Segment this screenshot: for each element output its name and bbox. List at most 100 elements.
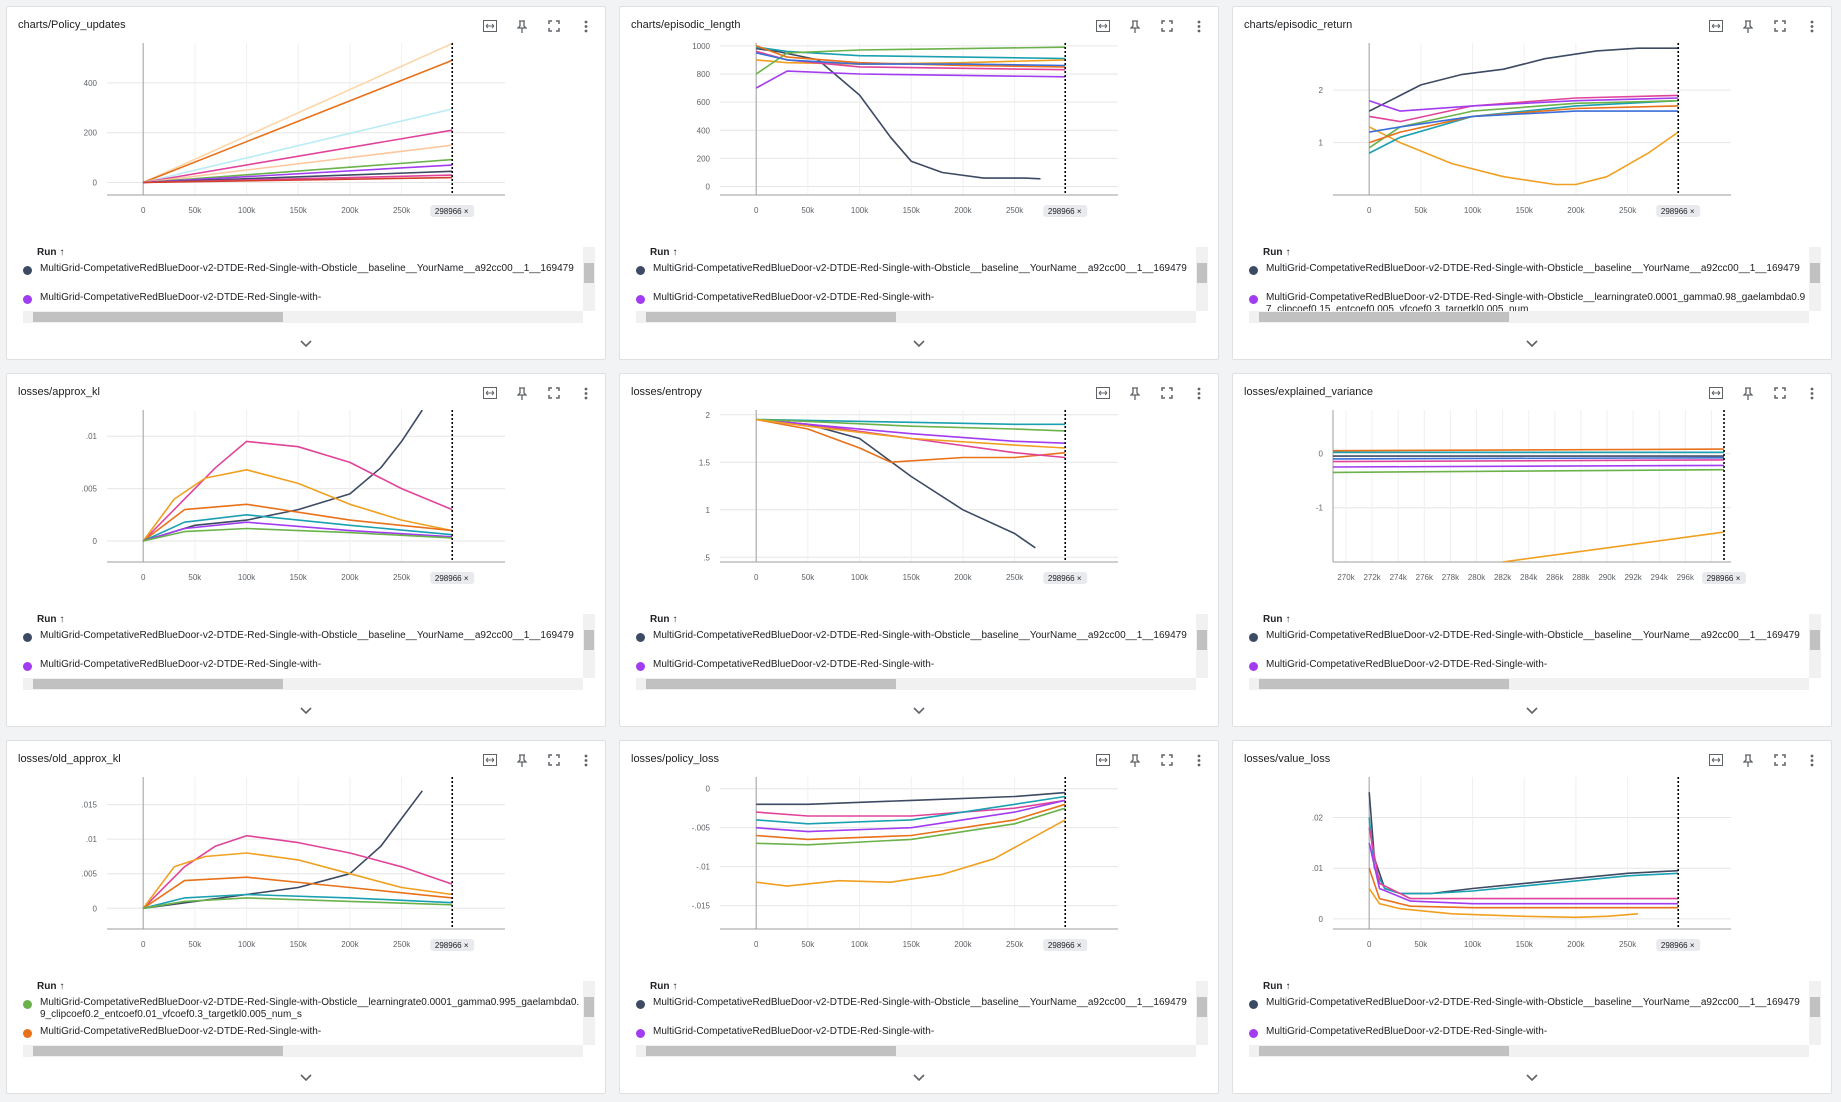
series-line[interactable]	[1368, 792, 1679, 895]
close-icon[interactable]: ×	[1077, 574, 1082, 583]
sort-up-icon[interactable]: ↑	[59, 981, 65, 992]
series-line[interactable]	[1369, 110, 1679, 133]
horizontal-scrollbar[interactable]	[23, 678, 583, 690]
fit-domain-icon[interactable]	[1094, 17, 1112, 35]
fullscreen-icon[interactable]	[1158, 17, 1176, 35]
fullscreen-icon[interactable]	[545, 384, 563, 402]
scrollbar-thumb[interactable]	[33, 679, 283, 689]
run-row[interactable]: MultiGrid-CompetativeRedBlueDoor-v2-DTDE…	[636, 630, 1208, 654]
series-line[interactable]	[756, 791, 1066, 806]
close-icon[interactable]: ×	[1077, 941, 1082, 950]
vertical-scrollbar[interactable]	[1196, 247, 1208, 311]
chevron-down-icon[interactable]	[300, 704, 312, 718]
pin-icon[interactable]	[1126, 17, 1144, 35]
pin-icon[interactable]	[1739, 384, 1757, 402]
run-row[interactable]: MultiGrid-CompetativeRedBlueDoor-v2-DTDE…	[23, 1026, 595, 1050]
pin-icon[interactable]	[513, 17, 531, 35]
series-line[interactable]	[756, 799, 1066, 817]
vertical-scrollbar[interactable]	[583, 981, 595, 1045]
pin-icon[interactable]	[1126, 384, 1144, 402]
series-line[interactable]	[142, 410, 423, 542]
vertical-scrollbar[interactable]	[583, 247, 595, 311]
sort-up-icon[interactable]: ↑	[59, 247, 65, 258]
series-line[interactable]	[142, 834, 453, 909]
run-row[interactable]: MultiGrid-CompetativeRedBlueDoor-v2-DTDE…	[1249, 263, 1821, 287]
series-line[interactable]	[756, 418, 1066, 449]
series-line[interactable]	[756, 418, 1036, 549]
more-vert-icon[interactable]	[1190, 17, 1208, 35]
series-line[interactable]	[1333, 459, 1725, 463]
runs-header[interactable]: Run ↑	[650, 247, 678, 258]
series-line[interactable]	[1368, 817, 1679, 895]
series-line[interactable]	[143, 144, 453, 184]
series-line[interactable]	[143, 129, 453, 184]
close-icon[interactable]: ×	[464, 574, 469, 583]
scrollbar-thumb[interactable]	[584, 630, 594, 650]
scrollbar-thumb[interactable]	[33, 312, 283, 322]
run-row[interactable]: MultiGrid-CompetativeRedBlueDoor-v2-DTDE…	[636, 292, 1208, 316]
chevron-down-icon[interactable]	[913, 1071, 925, 1085]
series-line[interactable]	[142, 440, 453, 542]
series-line[interactable]	[142, 59, 453, 184]
series-line[interactable]	[1368, 99, 1679, 149]
series-line[interactable]	[1502, 531, 1725, 562]
chevron-down-icon[interactable]	[913, 337, 925, 351]
close-icon[interactable]: ×	[1690, 941, 1695, 950]
series-line[interactable]	[1368, 99, 1679, 154]
scrollbar-thumb[interactable]	[1259, 679, 1509, 689]
runs-header[interactable]: Run ↑	[1263, 981, 1291, 992]
run-row[interactable]: MultiGrid-CompetativeRedBlueDoor-v2-DTDE…	[23, 997, 595, 1021]
chevron-down-icon[interactable]	[1526, 1071, 1538, 1085]
more-vert-icon[interactable]	[1803, 384, 1821, 402]
chevron-down-icon[interactable]	[913, 704, 925, 718]
runs-header[interactable]: Run ↑	[1263, 247, 1291, 258]
chevron-down-icon[interactable]	[300, 337, 312, 351]
horizontal-scrollbar[interactable]	[23, 1045, 583, 1057]
series-line[interactable]	[756, 803, 1066, 841]
vertical-scrollbar[interactable]	[1809, 614, 1821, 678]
run-row[interactable]: MultiGrid-CompetativeRedBlueDoor-v2-DTDE…	[636, 263, 1208, 287]
series-line[interactable]	[1333, 457, 1725, 460]
series-line[interactable]	[142, 521, 453, 542]
series-line[interactable]	[142, 43, 454, 184]
horizontal-scrollbar[interactable]	[636, 678, 1196, 690]
scrollbar-thumb[interactable]	[1810, 263, 1820, 283]
chevron-down-icon[interactable]	[300, 1071, 312, 1085]
series-line[interactable]	[143, 108, 453, 184]
series-line[interactable]	[1368, 842, 1679, 905]
run-row[interactable]: MultiGrid-CompetativeRedBlueDoor-v2-DTDE…	[636, 997, 1208, 1021]
scrollbar-thumb[interactable]	[1197, 630, 1207, 650]
series-line[interactable]	[142, 469, 453, 542]
more-vert-icon[interactable]	[1190, 384, 1208, 402]
more-vert-icon[interactable]	[1803, 751, 1821, 769]
close-icon[interactable]: ×	[464, 207, 469, 216]
series-line[interactable]	[756, 418, 1066, 444]
runs-header[interactable]: Run ↑	[37, 981, 65, 992]
series-line[interactable]	[1368, 47, 1679, 112]
fit-domain-icon[interactable]	[481, 17, 499, 35]
runs-header[interactable]: Run ↑	[650, 614, 678, 625]
run-row[interactable]: MultiGrid-CompetativeRedBlueDoor-v2-DTDE…	[23, 630, 595, 654]
scrollbar-thumb[interactable]	[33, 1046, 283, 1056]
runs-header[interactable]: Run ↑	[650, 981, 678, 992]
series-line[interactable]	[143, 158, 453, 184]
more-vert-icon[interactable]	[577, 751, 595, 769]
sort-up-icon[interactable]: ↑	[672, 981, 678, 992]
fit-domain-icon[interactable]	[481, 384, 499, 402]
run-row[interactable]: MultiGrid-CompetativeRedBlueDoor-v2-DTDE…	[23, 659, 595, 683]
series-line[interactable]	[143, 176, 453, 184]
series-line[interactable]	[143, 527, 453, 542]
pin-icon[interactable]	[513, 751, 531, 769]
scrollbar-thumb[interactable]	[1810, 997, 1820, 1017]
series-line[interactable]	[1368, 827, 1679, 900]
series-line[interactable]	[1333, 448, 1725, 452]
more-vert-icon[interactable]	[1190, 751, 1208, 769]
vertical-scrollbar[interactable]	[1809, 247, 1821, 311]
pin-icon[interactable]	[1739, 17, 1757, 35]
series-line[interactable]	[1333, 464, 1725, 468]
sort-up-icon[interactable]: ↑	[672, 614, 678, 625]
fullscreen-icon[interactable]	[1771, 384, 1789, 402]
scrollbar-thumb[interactable]	[1197, 263, 1207, 283]
vertical-scrollbar[interactable]	[1196, 614, 1208, 678]
series-line[interactable]	[755, 70, 1066, 89]
